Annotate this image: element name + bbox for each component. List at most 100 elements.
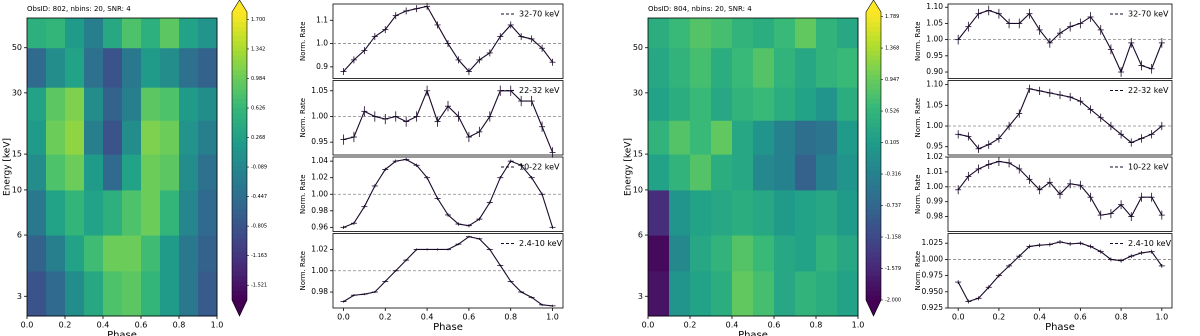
y-tick-label: 1.025 (922, 238, 944, 247)
colorbar-tick-label: -1.521 (251, 283, 267, 289)
heatmap-cell (732, 18, 754, 49)
colorbar-step (232, 21, 247, 27)
y-tick-label: 0.95 (926, 51, 943, 60)
colorbar-step (232, 170, 247, 176)
x-tick-label: 0.8 (810, 321, 823, 330)
x-tick-label: 0.2 (684, 321, 697, 330)
heatmap-cell (65, 189, 85, 236)
heatmap-cell (103, 87, 123, 121)
y-tick-label: 30 (12, 88, 22, 97)
y-tick-label: 0.975 (922, 271, 944, 280)
colorbar-step (232, 232, 247, 238)
colorbar-step (232, 247, 247, 253)
y-tick-label: 1.00 (926, 35, 943, 44)
colorbar-step (866, 232, 881, 238)
heatmap-cell (690, 154, 712, 191)
colorbar-tick-label: -0.316 (885, 172, 901, 178)
heatmap-cell (753, 235, 775, 272)
colorbar-step (866, 252, 881, 258)
y-tick-label: 0.99 (926, 197, 943, 206)
heatmap-cell (103, 235, 123, 272)
heatmap-cell (711, 120, 733, 155)
heatmap-cell (179, 270, 199, 317)
panel-frame (947, 156, 1173, 232)
colorbar-step (232, 69, 247, 75)
heatmap-cell (160, 189, 180, 236)
heatmap-cell (648, 154, 670, 191)
heatmap-cell (198, 154, 218, 191)
colorbar-step (866, 160, 881, 166)
heatmap-cell (669, 18, 691, 49)
heatmap-cell (711, 47, 733, 88)
heatmap-cell (103, 189, 123, 236)
colorbar-step (866, 31, 881, 37)
colorbar-step (866, 12, 881, 18)
colorbar-step (232, 84, 247, 90)
legend-label: 10-22 keV (1128, 163, 1169, 172)
colorbar-step (866, 98, 881, 104)
x-axis-label: Phase (107, 330, 137, 336)
y-tick-label: 0.90 (926, 67, 943, 76)
heatmap-cell (732, 235, 754, 272)
colorbar-step (232, 64, 247, 70)
x-tick-label: 0.8 (173, 321, 186, 330)
y-tick-label: 15 (12, 150, 22, 159)
y-tick-label: 50 (633, 43, 643, 52)
heatmap-cell (774, 47, 796, 88)
colorbar-step (866, 276, 881, 282)
y-tick-label: 1.10 (926, 2, 943, 11)
heatmap-cell (84, 47, 104, 88)
colorbar-step (866, 45, 881, 51)
heatmap-cell (46, 120, 66, 155)
colorbar-step (232, 156, 247, 162)
y-tick-label: 3 (17, 292, 22, 301)
colorbar-step (232, 261, 247, 267)
legend-label: 32-70 keV (519, 10, 560, 19)
heatmap-cell (160, 270, 180, 317)
y-tick-label: 1.05 (311, 86, 328, 95)
heatmap-cell (753, 154, 775, 191)
heatmap-cell (141, 189, 161, 236)
chart-title: ObsID: 804, nbins: 20, SNR: 4 (648, 5, 752, 13)
y-tick-label: 0.95 (926, 142, 943, 151)
colorbar-step (232, 112, 247, 118)
colorbar-tick-label: -0.805 (251, 224, 267, 230)
heatmap-cell (837, 235, 859, 272)
colorbar-tick-label: 1.700 (251, 17, 265, 23)
colorbar-step (866, 256, 881, 262)
heatmap-cell (837, 189, 859, 236)
chart-title: ObsID: 802, nbins: 20, SNR: 4 (27, 5, 131, 13)
colorbar-step (866, 170, 881, 176)
y-axis-label: Energy [keV] (3, 138, 13, 196)
colorbar-tick-label: -1.163 (251, 253, 267, 259)
colorbar-step (866, 74, 881, 80)
heatmap-cell (46, 154, 66, 191)
y-tick-label: 1.00 (926, 182, 943, 191)
heatmap-cell (774, 235, 796, 272)
colorbar-step (232, 223, 247, 229)
colorbar-step (866, 127, 881, 133)
x-tick-label: 0.0 (21, 321, 34, 330)
legend-label: 2.4-10 keV (519, 239, 563, 248)
y-tick-label: 6 (17, 231, 22, 240)
colorbar-step (866, 141, 881, 147)
colorbar-step (232, 194, 247, 200)
heatmap-cell (711, 189, 733, 236)
x-tick-label: 1.0 (852, 321, 865, 330)
colorbar-step (866, 228, 881, 234)
heatmap-cell (160, 235, 180, 272)
colorbar-step (866, 146, 881, 152)
heatmap-cell (122, 120, 142, 155)
y-tick-label: 0.925 (922, 303, 944, 312)
colorbar-step (232, 242, 247, 248)
heatmap-cell (179, 120, 199, 155)
colorbar-step (232, 213, 247, 219)
colorbar-step (866, 136, 881, 142)
heatmap-cell (103, 270, 123, 317)
heatmap-cell (65, 87, 85, 121)
colorbar-step (866, 108, 881, 114)
colorbar-step (232, 180, 247, 186)
y-tick-label: 0.95 (311, 137, 328, 146)
heatmap-cell (198, 47, 218, 88)
x-tick-label: 1.0 (211, 321, 224, 330)
